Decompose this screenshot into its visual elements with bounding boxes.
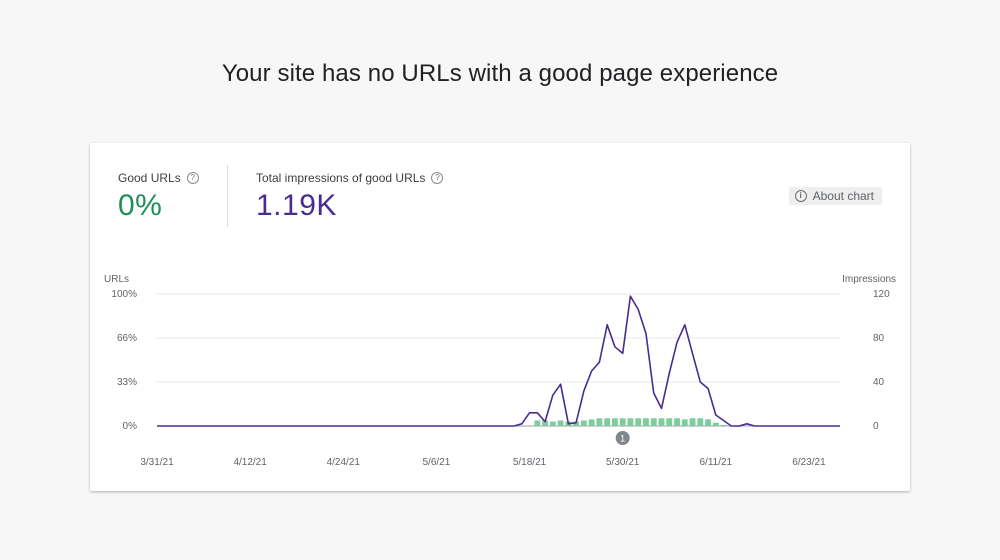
good-urls-value: 0% [118,189,163,222]
good-url-bar [697,418,704,426]
annotation-marker[interactable] [615,431,630,445]
impressions-label: Total impressions of good URLs [256,171,426,185]
impressions-value: 1.19K [256,189,337,222]
help-icon[interactable]: ? [186,172,199,184]
right-tick-label: 120 [873,289,890,300]
impressions-metric[interactable]: Total impressions of good URLs ? 1.19K [256,171,444,223]
left-tick-label: 100% [111,289,137,300]
x-tick-label: 5/30/21 [606,457,640,468]
left-tick-label: 33% [117,377,137,388]
good-urls-metric[interactable]: Good URLs ? 0% [118,171,199,223]
info-icon: i [794,190,807,202]
impressions-line [157,295,840,427]
x-tick-label: 6/11/21 [700,457,733,468]
annotation-label: 1 [620,434,625,444]
good-url-bar [720,424,727,426]
impressions-chart[interactable]: URLs Impressions 100% 120 66% 80 33% 40 0% 0 3/31/… [90,143,910,491]
good-url-bar [674,418,680,426]
good-url-bar [666,418,673,426]
good-url-bar [689,418,696,426]
x-tick-label: 3/31/21 [140,457,174,468]
good-url-bar [534,420,541,426]
right-tick-label: 80 [873,333,885,344]
good-url-bar [596,418,603,426]
good-url-bar [681,419,688,426]
good-url-bar [557,420,564,426]
about-chart-button[interactable]: i About chart [788,187,882,205]
good-url-bar [619,418,626,426]
x-tick-label: 6/23/21 [792,457,826,468]
good-url-bar [627,418,634,426]
metric-divider [227,165,228,227]
right-tick-label: 0 [873,421,879,432]
x-tick-label: 4/24/21 [327,457,361,468]
good-url-bar [643,418,649,426]
good-urls-label: Good URLs [118,171,181,185]
right-axis-label: Impressions [842,274,896,285]
left-tick-label: 0% [123,421,138,432]
good-url-bar [580,420,587,426]
x-tick-label: 5/18/21 [513,457,547,468]
left-tick-label: 66% [117,333,137,344]
good-url-bar [705,419,711,426]
good-url-bar [635,418,642,426]
x-tick-label: 4/12/21 [233,457,267,468]
good-url-bar [658,418,665,426]
good-url-bar [650,418,657,426]
good-url-bar [549,421,556,426]
good-url-bar [573,421,580,426]
good-url-bar [604,418,611,426]
experience-card: Good URLs ? 0% Total impressions of good… [90,143,910,491]
page-headline: Your site has no URLs with a good page e… [221,60,779,87]
good-url-bar [542,420,548,426]
good-url-bar [712,422,719,426]
left-axis-label: URLs [104,274,129,285]
good-url-bar [612,418,618,426]
help-icon[interactable]: ? [431,172,444,184]
good-url-bar [588,419,595,426]
x-tick-label: 5/6/21 [423,457,451,468]
about-chart-label: About chart [812,189,874,203]
right-tick-label: 40 [873,377,885,388]
